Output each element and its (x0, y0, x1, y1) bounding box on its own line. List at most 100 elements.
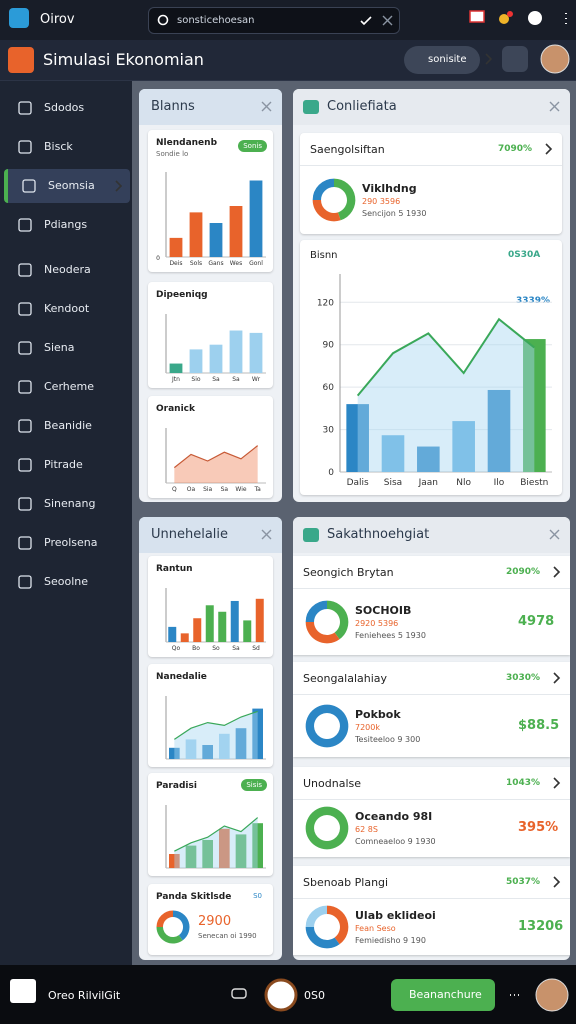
icon-button[interactable] (528, 11, 542, 25)
nav-item[interactable]: Sdodos (4, 91, 130, 125)
donut-segment (305, 704, 349, 747)
bar (230, 600, 239, 642)
nav-item[interactable]: Pdiangs (4, 208, 130, 242)
nav-item[interactable]: Neodera (4, 253, 130, 287)
bar (189, 212, 203, 257)
chart-note: 3339% (516, 296, 551, 306)
x-tick-label: Sd (252, 645, 260, 652)
nav-icon (18, 101, 32, 115)
icon (18, 536, 32, 550)
nav-item[interactable]: Preolsena (4, 526, 130, 560)
bar (209, 223, 223, 257)
card: Saengolsiftan 7090% Viklhdng 290 3596 Sencij… (300, 133, 562, 234)
card: Sbenoab Plangi 5037% Ulab eklideoi Fean Ses… (293, 866, 570, 955)
footer-button[interactable]: Beananchure (391, 979, 495, 1011)
header-button-text: sonisite (428, 54, 467, 65)
nav-item[interactable]: Seoolne (4, 565, 130, 599)
nav-item[interactable]: Siena (4, 331, 130, 365)
icon-button[interactable] (548, 100, 562, 114)
car-icon (231, 988, 247, 999)
icon-button[interactable] (535, 978, 569, 1012)
icon (18, 497, 32, 511)
bar (252, 823, 263, 868)
item-name: SOCHOIB (355, 603, 412, 617)
donut-segment (312, 199, 341, 221)
nav-icon (18, 302, 32, 316)
icon-button[interactable] (508, 989, 522, 1003)
divider (293, 694, 570, 695)
icon-button[interactable] (381, 14, 395, 28)
area-fill (357, 319, 535, 472)
icon-button[interactable] (231, 988, 247, 1003)
nav-item[interactable]: Pitrade (4, 448, 130, 482)
nav-item[interactable]: Cerheme (4, 370, 130, 404)
icon-button[interactable] (498, 11, 513, 25)
x-tick-label: Wie (235, 486, 246, 493)
card-value: 2900 (198, 914, 232, 929)
icon-button[interactable] (560, 11, 574, 25)
icon-button[interactable] (550, 565, 564, 579)
x-tick-label: Qo (172, 645, 181, 652)
chart: Jtn Sio Sa Sa Wr (165, 314, 266, 383)
nav-label: Seomsia (48, 179, 95, 192)
search-box[interactable]: sonsticehoesan (148, 7, 400, 34)
icon-button[interactable] (540, 44, 570, 74)
x-tick-label: Dalis (347, 478, 369, 488)
card-title: Rantun (156, 564, 193, 574)
nav-icon (18, 536, 32, 550)
icon-button[interactable] (469, 10, 485, 25)
bar (169, 854, 180, 868)
donut (305, 905, 349, 948)
bar (209, 344, 223, 373)
icon-button[interactable] (260, 100, 274, 114)
icon-button[interactable] (550, 776, 564, 790)
chart (165, 696, 266, 760)
item-subtitle: Feniehees 5 1930 (355, 630, 426, 640)
icon (18, 575, 32, 589)
header-button[interactable]: sonisite (404, 46, 480, 74)
icon-button[interactable] (482, 52, 496, 66)
card: Paradisi Sisis (148, 773, 273, 876)
icon-button[interactable] (550, 671, 564, 685)
x-tick-label: Sa (221, 486, 229, 493)
icon-button[interactable] (112, 179, 126, 193)
nav-item[interactable]: Sinenang (4, 487, 130, 521)
nav-item[interactable]: Beanidie (4, 409, 130, 443)
icon-button[interactable] (542, 142, 556, 156)
bar (219, 733, 230, 759)
icon (18, 419, 32, 433)
y-tick-label: 90 (323, 341, 335, 351)
icon-button[interactable] (550, 875, 564, 889)
donut (156, 910, 190, 944)
nav-item[interactable]: Bisck (4, 130, 130, 164)
donut (305, 600, 349, 643)
nav-item[interactable]: Kendoot (4, 292, 130, 326)
card-subtitle: Sondie lo (156, 150, 189, 158)
y-tick-label: 0 (156, 255, 160, 262)
bar (202, 745, 213, 759)
chevron (553, 777, 561, 789)
nav-label: Siena (44, 341, 75, 354)
icon-button[interactable] (502, 46, 528, 72)
x-tick-label: Oa (187, 486, 196, 493)
nav-icon (18, 380, 32, 394)
icon-button[interactable] (548, 528, 562, 542)
donut-segment (312, 178, 335, 200)
chevron (553, 672, 561, 684)
item-name: Pokbok (355, 707, 401, 721)
icon (10, 979, 36, 1003)
icon-button[interactable] (264, 978, 298, 1012)
nav-item[interactable]: Seomsia (4, 169, 130, 203)
search-text: sonsticehoesan (177, 15, 255, 26)
chart: Q Oa Sia Sa Wie Ta (165, 428, 266, 493)
chevron (553, 876, 561, 888)
x-tick-label: Deis (169, 260, 182, 267)
card-percent: 1043% (506, 778, 541, 788)
check-icon (360, 16, 372, 26)
bar (202, 840, 213, 868)
card: Dipeeniqg Jtn Sio Sa Sa Wr (148, 282, 273, 388)
area-fill (174, 817, 258, 868)
bar (417, 446, 440, 472)
chart-title: Bisnn (310, 250, 338, 261)
icon-button[interactable] (260, 528, 274, 542)
